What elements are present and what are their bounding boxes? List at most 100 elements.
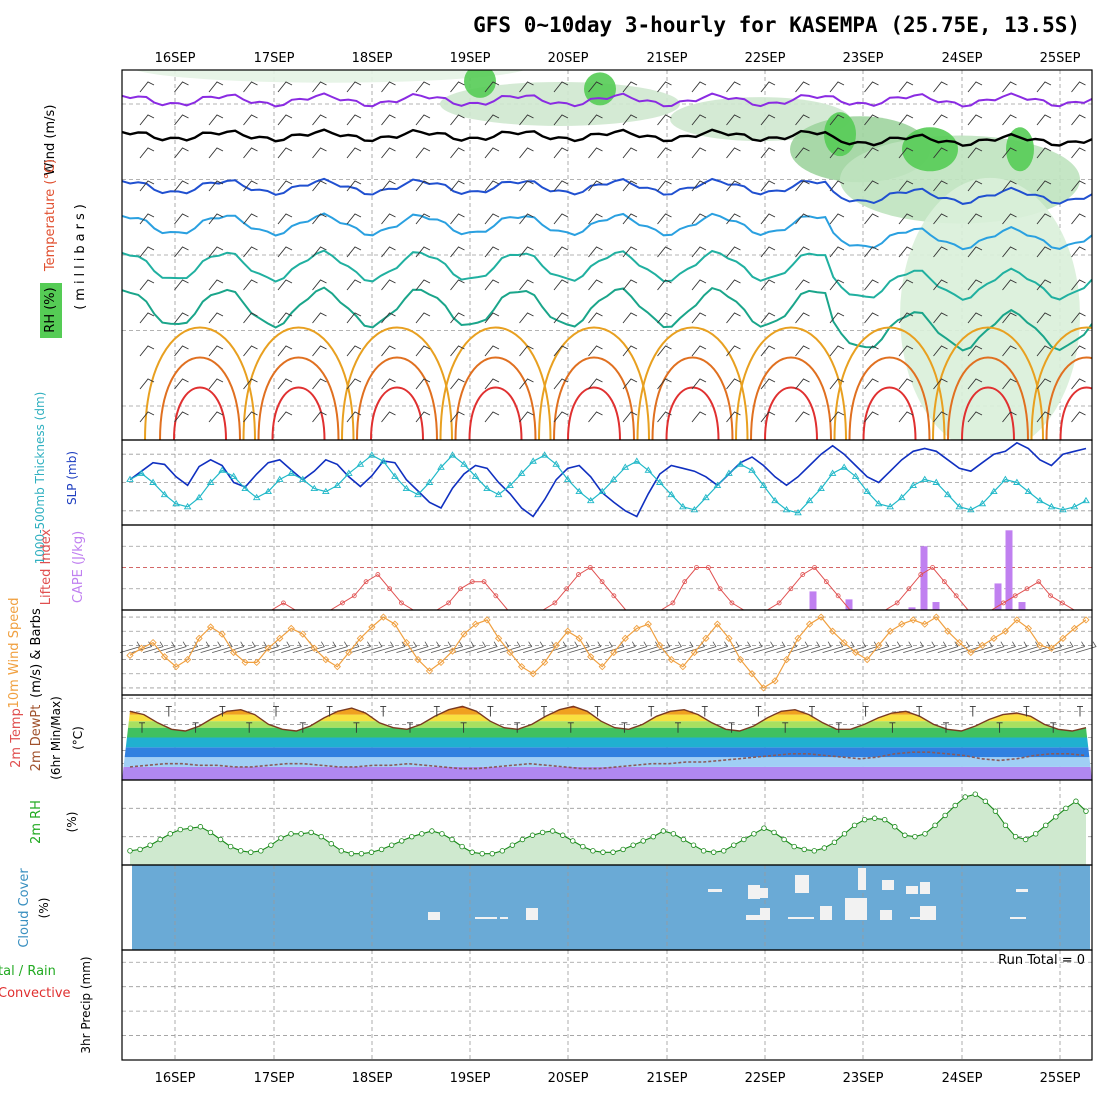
thickness-marker [967,505,975,513]
wind-barb [864,81,879,93]
wind-barb [312,345,327,357]
wind-barb [657,81,672,93]
wind-barb [933,147,948,159]
wind-barb [243,246,258,258]
cloud-block [880,910,892,920]
rh-marker [308,829,314,836]
rh-marker [690,842,697,848]
cape-bar [1018,602,1026,610]
rh-marker [1083,808,1089,814]
lifted-index-marker [281,600,286,606]
minmax-errorbar [835,722,842,733]
wind-barb [691,180,707,192]
wind-barb [243,312,258,324]
wind-barb [1071,213,1086,225]
warm-lobe-contour [961,386,1015,440]
panel-backgrounds [132,865,1090,950]
wind-barb [208,180,224,192]
minmax-errorbar [782,722,789,733]
rh-marker [982,798,989,804]
x-top-label: 18SEP [352,51,393,66]
rh-marker [1043,822,1049,829]
wind10-marker [840,638,848,647]
warm-lobe-contour [257,356,340,440]
thickness-marker [897,493,906,501]
lifted-index-marker [340,600,345,606]
wind10-marker [368,623,376,631]
wind-barb [174,147,189,159]
lifted-index-marker [694,565,699,570]
wind-barb [312,279,327,291]
rh-marker [388,842,395,848]
lifted-index-marker [481,579,487,585]
wind-barb [277,213,293,225]
thickness-marker [563,475,572,482]
wind-barb [243,114,258,126]
wind-barb [967,213,983,225]
wind-barb [967,378,983,390]
wind-barb [1002,279,1017,291]
rh-shading [135,70,525,83]
wind-barb [553,378,569,390]
wind-barb [1002,147,1017,159]
thickness-marker [943,490,952,498]
wind10-barb [188,641,210,654]
wind10-marker [356,634,364,642]
rh-marker [378,846,385,853]
wind10-marker [253,658,261,667]
wind-barb [967,312,983,324]
wind-barb [381,180,396,192]
slp-label: SLP (mb) [65,451,79,505]
rh-marker [560,832,566,838]
thickness-marker [126,475,134,482]
wind-barb [346,345,362,357]
wind-barb [760,345,776,357]
minmax-errorbar [487,705,494,717]
wind-barb [933,279,948,291]
wind10-barb [626,641,648,654]
wind10-barb [373,641,395,654]
x-bottom-label: 17SEP [254,1071,295,1086]
wind10-marker [1047,644,1056,652]
cloud-block [526,908,538,920]
wind-barb [381,279,396,291]
wind-barb [898,180,914,192]
rh-marker [882,816,888,823]
thickness-marker [1024,487,1033,495]
wind-barb [967,81,983,93]
wind-barb [450,378,465,390]
rh-marker [922,831,928,837]
wind10-barb [937,641,959,654]
thickness-marker [149,478,157,485]
minmax-errorbar [809,705,815,717]
minmax-errorbar [165,705,172,717]
wind-barb [588,114,603,126]
wind10-marker [805,620,814,628]
thickness-marker [920,475,929,482]
wind-barb [346,213,362,225]
wind-barb [415,81,431,93]
wind10-barb [281,641,302,654]
minmax-errorbar [755,705,762,717]
thickness-marker [206,478,215,485]
panel-frame-precip [121,949,1093,1061]
wind-barb [898,147,914,159]
thickness-marker [529,457,537,464]
wind10-marker [1024,624,1033,633]
wind10-marker [437,658,445,667]
temp-band [122,757,1092,767]
wind-barb [898,114,914,126]
wind-barb [519,180,534,192]
rh-marker [932,822,938,829]
wind-barb [1071,279,1086,291]
thickness-marker [886,502,894,510]
warm-lobe-contour [862,386,917,440]
rh-marker [167,831,173,837]
wind-barb [346,81,362,93]
minmax-errorbar [407,722,413,733]
wind-barb [346,279,362,291]
rh-area [130,794,1086,865]
wind-barb [243,213,258,225]
rh-marker [771,829,777,836]
lifted-index-marker [894,600,900,606]
